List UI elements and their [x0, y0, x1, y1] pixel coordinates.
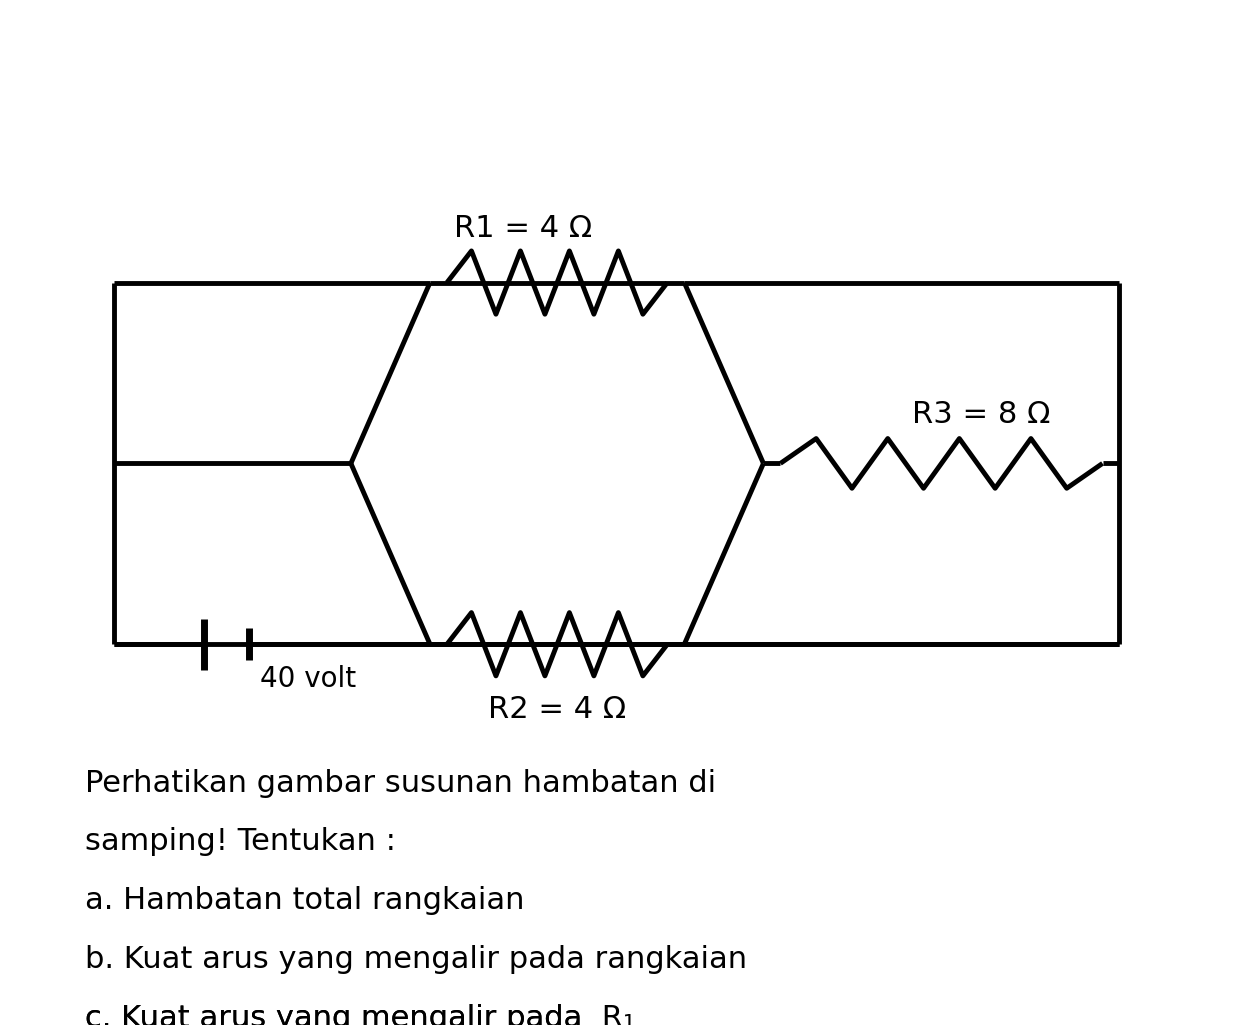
Text: c. Kuat arus yang mengalir pada: c. Kuat arus yang mengalir pada — [85, 1003, 602, 1025]
Text: b. Kuat arus yang mengalir pada rangkaian: b. Kuat arus yang mengalir pada rangkaia… — [85, 945, 747, 974]
Text: a. Hambatan total rangkaian: a. Hambatan total rangkaian — [85, 887, 525, 915]
Text: R3 = 8 Ω: R3 = 8 Ω — [912, 401, 1051, 429]
Text: R2 = 4 Ω: R2 = 4 Ω — [488, 695, 626, 724]
Text: c. Kuat arus yang mengalir pada  R₁: c. Kuat arus yang mengalir pada R₁ — [85, 1003, 635, 1025]
Text: 40 volt: 40 volt — [260, 664, 356, 693]
Text: R1 = 4 Ω: R1 = 4 Ω — [454, 214, 592, 243]
Text: samping! Tentukan :: samping! Tentukan : — [85, 827, 396, 856]
Text: Perhatikan gambar susunan hambatan di: Perhatikan gambar susunan hambatan di — [85, 769, 716, 797]
